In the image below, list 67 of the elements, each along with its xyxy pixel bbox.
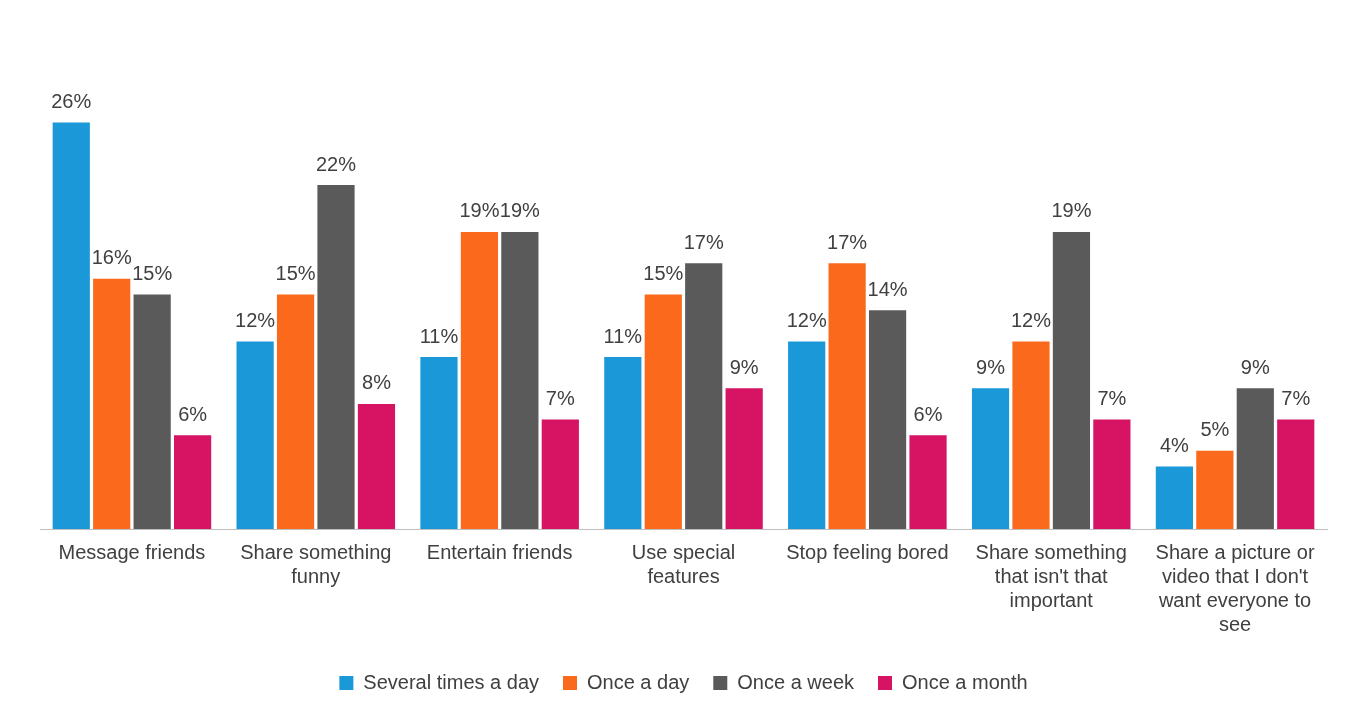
bar: [1052, 231, 1091, 529]
bar: [788, 341, 826, 529]
bar: [604, 357, 642, 529]
bar: [1196, 450, 1234, 529]
bar: [133, 294, 171, 529]
bar: [460, 231, 499, 529]
data-label: 7%: [1281, 387, 1311, 410]
bar: [420, 357, 458, 529]
data-label: 11%: [603, 324, 643, 347]
data-label: 16%: [91, 246, 132, 269]
data-label: 19%: [1051, 199, 1092, 222]
data-label: 17%: [827, 230, 868, 253]
data-label: 9%: [729, 355, 759, 378]
bar: [909, 435, 947, 529]
data-label: 14%: [867, 277, 908, 300]
bar: [174, 435, 212, 529]
data-label: 12%: [235, 308, 276, 331]
data-label: 15%: [643, 262, 684, 285]
data-label: 5%: [1200, 418, 1230, 441]
data-label: 12%: [786, 308, 827, 331]
x-tick-label: Share something that isn't that important: [975, 540, 1127, 611]
bar: [276, 294, 315, 529]
bar: [828, 263, 866, 529]
data-label: 11%: [419, 324, 459, 347]
x-tick-label: Use special features: [631, 540, 736, 587]
data-label: 9%: [1240, 355, 1270, 378]
data-label: 17%: [683, 230, 724, 253]
x-tick-label: Stop feeling bored: [786, 540, 949, 563]
bar: [685, 263, 723, 529]
data-label: 6%: [913, 402, 943, 425]
data-label: 22%: [315, 152, 357, 175]
x-tick-label: Entertain friends: [426, 540, 573, 563]
bar: [317, 185, 355, 529]
bar: [1012, 341, 1050, 529]
data-label: 26%: [51, 90, 92, 113]
data-label: 19%: [459, 199, 500, 222]
bar: [93, 278, 131, 529]
bar: [644, 294, 682, 529]
data-label: 19%: [499, 199, 541, 222]
x-tick-label: Share something funny: [240, 540, 392, 587]
bar: [541, 419, 579, 529]
bar: [501, 231, 539, 529]
bar: [725, 388, 763, 529]
data-label: 15%: [132, 262, 173, 285]
legend-label: Several times a day: [363, 670, 539, 693]
bar: [357, 403, 396, 529]
x-tick-label: Share a picture or video that I don't want everyone to see: [1155, 540, 1315, 635]
data-label: 8%: [362, 371, 392, 394]
bar: [1093, 419, 1131, 529]
bar: [52, 122, 90, 529]
bar: [1277, 419, 1315, 529]
data-label: 4%: [1159, 433, 1190, 456]
data-label: 15%: [275, 262, 316, 285]
x-tick-label: Message friends: [58, 540, 206, 563]
bar: [971, 388, 1010, 529]
legend-label: Once a month: [902, 670, 1028, 693]
legend-label: Once a week: [737, 670, 856, 693]
data-label: 6%: [178, 402, 208, 425]
bar: [1155, 466, 1194, 529]
data-label: 7%: [1097, 387, 1127, 410]
bar: [868, 310, 907, 529]
bar: [1236, 388, 1274, 529]
legend-label: Once a day: [587, 670, 690, 693]
data-label: 12%: [1010, 308, 1052, 331]
data-label: 7%: [545, 387, 575, 410]
bar: [236, 341, 274, 529]
data-label: 9%: [976, 355, 1006, 378]
